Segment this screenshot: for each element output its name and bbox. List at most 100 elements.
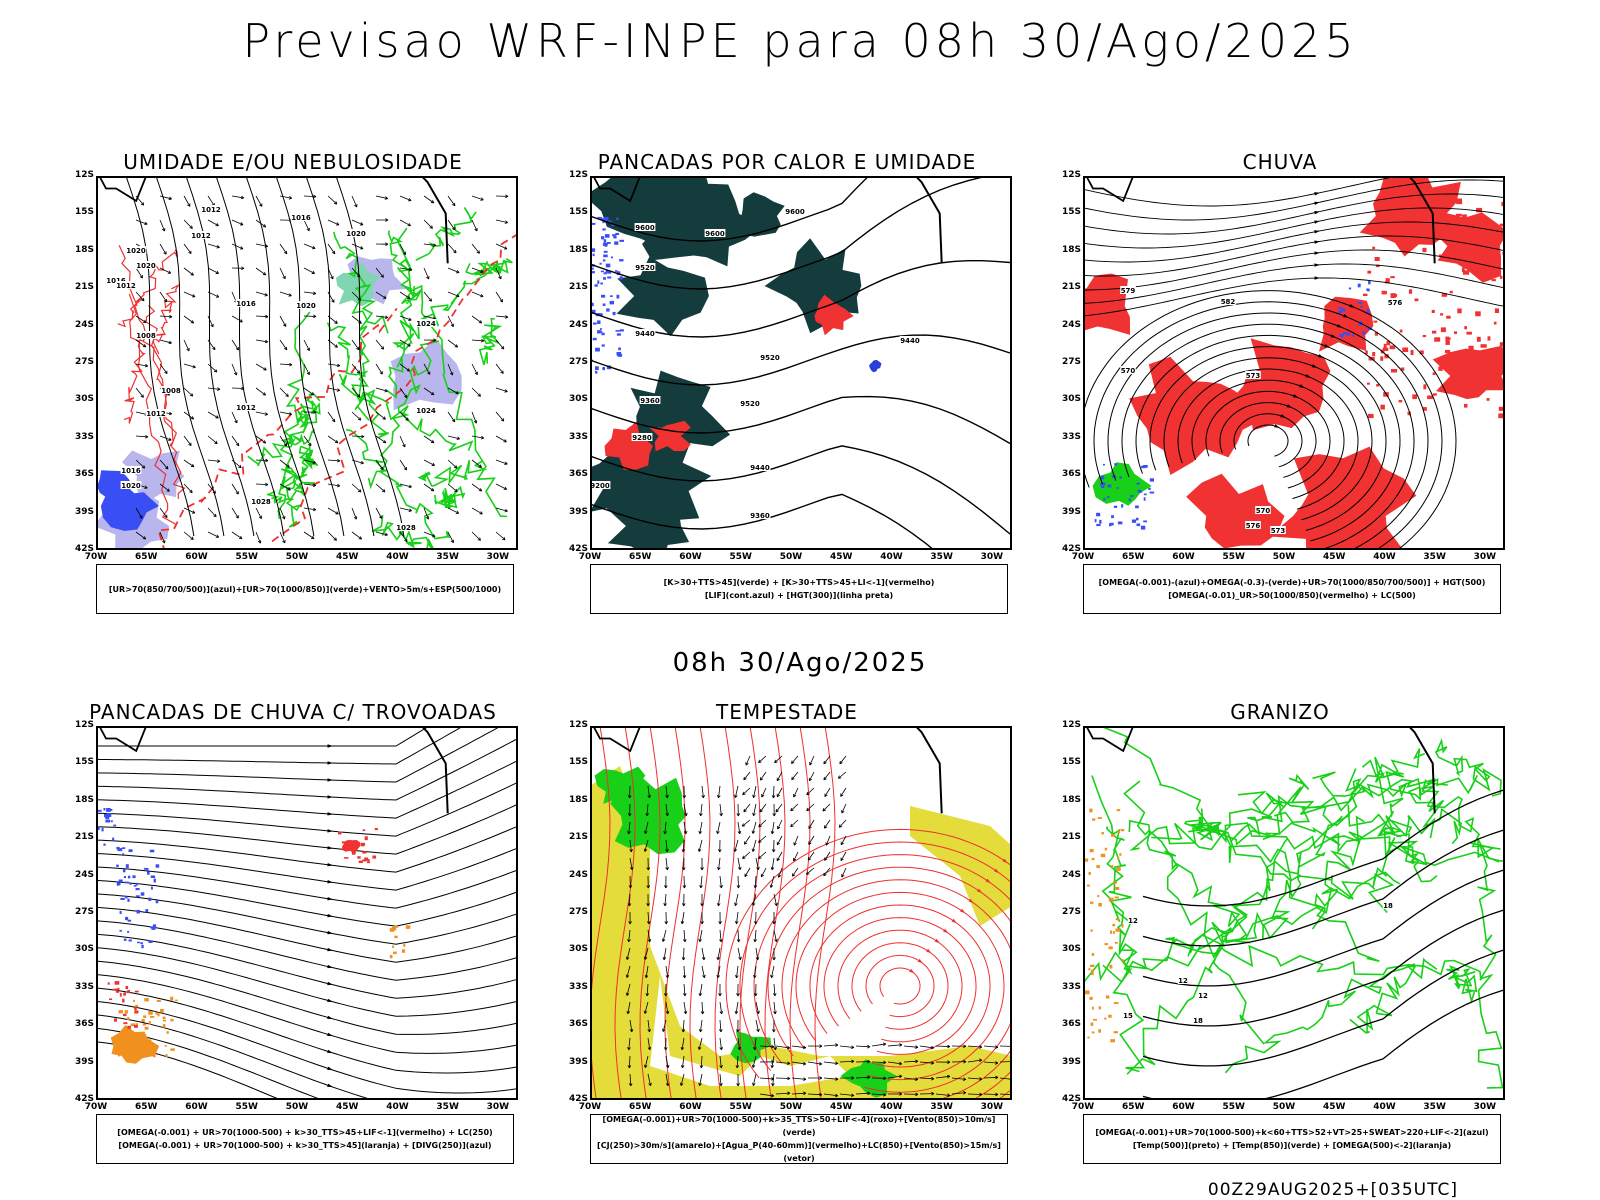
main-title: Previsao WRF-INPE para 08h 30/Ago/2025 (242, 14, 1358, 68)
lon-label: 40W (880, 552, 903, 562)
contour-label: 9600 (785, 208, 805, 216)
lat-label: 15S (74, 757, 94, 768)
lon-label: 45W (1322, 552, 1346, 562)
lat-label: 12S (568, 720, 588, 730)
lat-label: 27S (568, 357, 588, 367)
map-chuva: 579 582 576 573 570 576 573 570 (1083, 176, 1505, 550)
contour-label: 9600 (635, 224, 655, 232)
contour-label: 1008 (136, 332, 156, 340)
lat-label: 36S (568, 1019, 588, 1030)
lon-label: 40W (386, 1102, 409, 1112)
lon-label: 70W (1071, 1102, 1095, 1112)
panel-umidade: UMIDADE E/OU NEBULOSIDADE 1012 1012 1016 102… (58, 150, 528, 630)
contour-label: 1024 (416, 407, 436, 415)
lat-label: 15S (74, 207, 94, 218)
lon-label: 50W (1272, 552, 1296, 562)
lat-label: 27S (1061, 907, 1081, 917)
lon-label: 45W (829, 552, 853, 562)
lat-label: 33S (74, 431, 94, 442)
lon-label: 50W (285, 552, 309, 562)
legend-line: [OMEGA(-0.01)_UR>50(1000/850)(vermelho) … (1168, 591, 1416, 600)
panel-title: PANCADAS DE CHUVA C/ TROVOADAS (89, 700, 497, 724)
lat-label: 12S (74, 170, 94, 180)
lon-label: 35W (436, 1102, 459, 1112)
contour-label: 1008 (161, 387, 181, 395)
panel-calor: PANCADAS POR CALOR E UMIDADE 9600 9600 9600… (552, 150, 1022, 630)
contour-label: 570 (1121, 367, 1136, 375)
panel-tempestade: TEMPESTADE 12S 15S 18S 21S 24S 27S 30S 33S 36S 39S… (552, 700, 1022, 1180)
contour-label: 1020 (296, 302, 316, 310)
lon-label: 60W (185, 552, 208, 562)
lat-label: 30S (1061, 394, 1081, 405)
lon-label: 40W (1373, 552, 1396, 562)
lat-label: 27S (568, 907, 588, 917)
legend-line: [LIF](cont.azul) + [HGT(300)](linha pret… (704, 591, 894, 600)
contour-label: 576 (1388, 299, 1403, 307)
contour-label: 1012 (191, 232, 211, 240)
lon-label: 70W (578, 1102, 602, 1112)
lon-label: 45W (829, 1102, 853, 1112)
legend-line: [Temp(500)](preto) + [Temp(850)](verde) … (1132, 1141, 1452, 1150)
legend-line: [OMEGA(-0.001)+UR>70(1000-500)+k>35_TTS>… (602, 1115, 996, 1137)
contour-label: 1012 (201, 206, 221, 214)
lon-label: 70W (1071, 552, 1095, 562)
lat-label: 18S (74, 244, 94, 255)
contour-label: 9440 (750, 464, 770, 472)
panel-title: GRANIZO (1230, 700, 1330, 724)
lat-label: 21S (1061, 282, 1081, 293)
lat-label: 24S (568, 319, 588, 330)
lon-label: 60W (1172, 1102, 1195, 1112)
lat-label: 21S (568, 282, 588, 293)
panel-legend: [K>30+TTS>45](verde) + [K>30+TTS>45+LI<-… (590, 564, 1008, 614)
lon-label: 35W (1423, 552, 1446, 562)
lon-label: 60W (185, 1102, 208, 1112)
lat-label: 27S (74, 357, 94, 367)
forecast-time-label: 08h 30/Ago/2025 (672, 648, 928, 678)
legend-line: [OMEGA(-0.001) + UR>70(1000-500) + k>30_… (118, 1141, 492, 1150)
legend-line: [OMEGA(-0.001)-(azul)+OMEGA(-0.3)-(verde… (1098, 578, 1486, 587)
contour-label: 1024 (416, 320, 436, 328)
contour-label: 579 (1121, 287, 1136, 295)
lon-label: 50W (779, 1102, 803, 1112)
lon-label: 70W (84, 552, 108, 562)
lat-label: 39S (74, 1056, 94, 1067)
panel-chuva: CHUVA 579 582 576 573 570 576 573 570 12S 15S 18S 21… (1045, 150, 1515, 630)
lat-label: 30S (568, 394, 588, 405)
lat-label: 21S (74, 282, 94, 293)
run-timestamp: 00Z29AUG2025+[035UTC] (1207, 1180, 1458, 1200)
contour-label: 1028 (396, 524, 416, 532)
lat-label: 30S (1061, 944, 1081, 955)
lat-label: 42S (1061, 544, 1081, 554)
lon-label: 35W (1423, 1102, 1446, 1112)
lat-label: 21S (74, 832, 94, 843)
lat-label: 24S (1061, 869, 1081, 880)
contour-label: 9520 (740, 400, 760, 408)
lat-label: 33S (1061, 981, 1081, 992)
contour-label: 9280 (632, 434, 652, 442)
lat-label: 15S (1061, 207, 1081, 218)
panel-legend: [OMEGA(-0.001)-(azul)+OMEGA(-0.3)-(verde… (1083, 564, 1501, 614)
lat-label: 39S (74, 506, 94, 517)
lat-label: 36S (568, 469, 588, 480)
contour-label: 18 (1193, 1017, 1203, 1025)
lat-label: 33S (74, 981, 94, 992)
panel-legend: [OMEGA(-0.001) + UR>70(1000-500) + k>30_… (96, 1114, 514, 1164)
contour-label: 1020 (121, 482, 141, 490)
map-calor: 9600 9600 9600 9520 9520 9440 9520 9440 9360 9280… (590, 176, 1012, 550)
lon-label: 35W (436, 552, 459, 562)
contour-label: 1016 (236, 300, 256, 308)
lat-label: 42S (568, 1094, 588, 1104)
lon-label: 55W (1222, 552, 1245, 562)
contour-label: 1020 (136, 262, 156, 270)
lon-label: 30W (1473, 1102, 1497, 1112)
contour-label: 1012 (236, 404, 256, 412)
contour-label: 582 (1221, 298, 1236, 306)
lon-label: 30W (980, 552, 1004, 562)
lat-label: 24S (568, 869, 588, 880)
panel-title: PANCADAS POR CALOR E UMIDADE (597, 150, 977, 174)
contour-label: 1020 (346, 230, 366, 238)
lon-label: 40W (386, 552, 409, 562)
lon-label: 65W (1122, 1102, 1145, 1112)
lon-label: 65W (629, 552, 652, 562)
lat-label: 18S (568, 244, 588, 255)
